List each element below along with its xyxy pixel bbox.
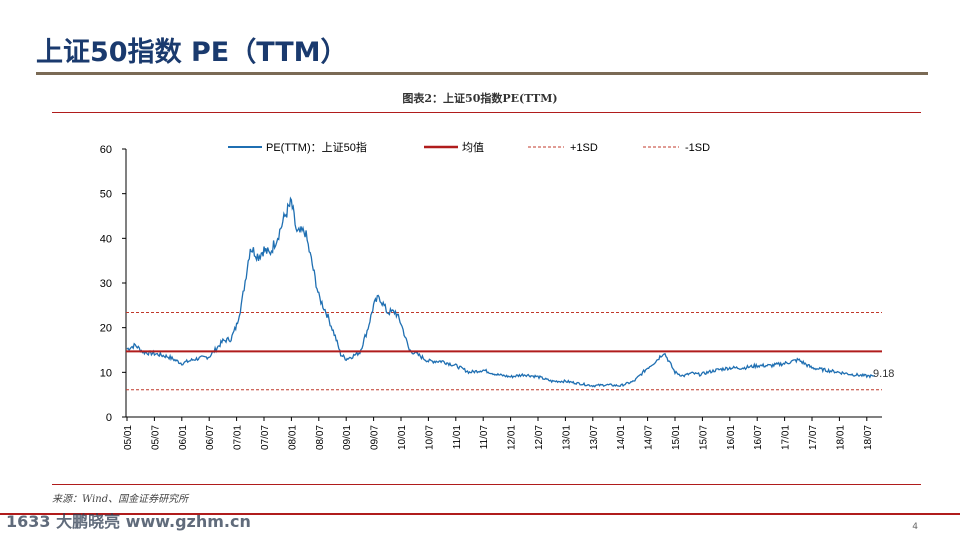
x-tick-label: 16/01 bbox=[726, 425, 737, 450]
x-tick-label: 08/01 bbox=[287, 425, 298, 450]
x-tick-label: 09/01 bbox=[342, 425, 353, 450]
y-tick-label: 60 bbox=[100, 144, 112, 156]
y-tick-label: 30 bbox=[100, 278, 112, 290]
y-tick-label: 40 bbox=[100, 233, 112, 245]
legend-label: PE(TTM)：上证50指 bbox=[266, 140, 367, 154]
x-tick-label: 05/01 bbox=[123, 425, 134, 450]
x-tick-label: 07/01 bbox=[233, 425, 244, 450]
x-tick-label: 06/01 bbox=[178, 425, 189, 450]
x-tick-label: 10/07 bbox=[424, 425, 435, 450]
caption-rule bbox=[52, 112, 921, 113]
x-tick-label: 06/07 bbox=[205, 425, 216, 450]
slide-title: 上证50指数 PE（TTM） bbox=[36, 37, 348, 68]
x-tick-label: 12/07 bbox=[534, 425, 545, 450]
legend-label: 均值 bbox=[462, 141, 484, 154]
x-tick-label: 11/07 bbox=[479, 425, 490, 450]
page-number: 4 bbox=[912, 522, 918, 532]
source-rule bbox=[52, 484, 921, 485]
x-tick-label: 12/01 bbox=[507, 425, 518, 450]
x-tick-label: 15/01 bbox=[671, 425, 682, 450]
pe-ttm-line bbox=[126, 196, 875, 388]
x-tick-label: 07/07 bbox=[260, 425, 271, 450]
x-tick-label: 10/01 bbox=[397, 425, 408, 450]
x-tick-label: 16/07 bbox=[753, 425, 764, 450]
footer-rule bbox=[0, 513, 960, 515]
x-tick-label: 17/01 bbox=[781, 425, 792, 450]
last-value-label: 9.18 bbox=[873, 368, 894, 380]
title-rule bbox=[36, 72, 928, 75]
x-tick-label: 18/07 bbox=[863, 425, 874, 450]
watermark-logo: 1633 大鹏晓亮 www.gzhm.cn bbox=[6, 512, 251, 531]
x-tick-label: 13/01 bbox=[561, 425, 572, 450]
y-tick-label: 10 bbox=[100, 367, 112, 379]
y-tick-label: 20 bbox=[100, 323, 112, 335]
legend-label: +1SD bbox=[570, 142, 598, 154]
x-tick-label: 14/07 bbox=[644, 425, 655, 450]
x-tick-label: 18/01 bbox=[835, 425, 846, 450]
x-tick-label: 11/01 bbox=[452, 425, 463, 450]
x-tick-label: 14/01 bbox=[616, 425, 627, 450]
x-tick-label: 08/07 bbox=[315, 425, 326, 450]
x-tick-label: 17/07 bbox=[808, 425, 819, 450]
x-tick-label: 15/07 bbox=[698, 425, 709, 450]
chart-legend: PE(TTM)：上证50指 均值 +1SD -1SD bbox=[228, 140, 710, 154]
chart-axes: 0 10 20 30 40 50 60 05/01 05/07 06/01 06/07 07/01 07… bbox=[100, 144, 882, 450]
y-tick-label: 50 bbox=[100, 189, 112, 201]
x-tick-label: 09/07 bbox=[370, 425, 381, 450]
y-tick-label: 0 bbox=[106, 412, 112, 424]
chart-caption: 图表2：上证50指数PE(TTM) bbox=[402, 92, 558, 105]
legend-label: -1SD bbox=[685, 142, 710, 154]
chart-series: 9.18 bbox=[126, 196, 894, 391]
source-note: 来源：Wind、国金证券研究所 bbox=[52, 494, 189, 505]
x-tick-label: 05/07 bbox=[150, 425, 161, 450]
x-tick-label: 13/07 bbox=[589, 425, 600, 450]
